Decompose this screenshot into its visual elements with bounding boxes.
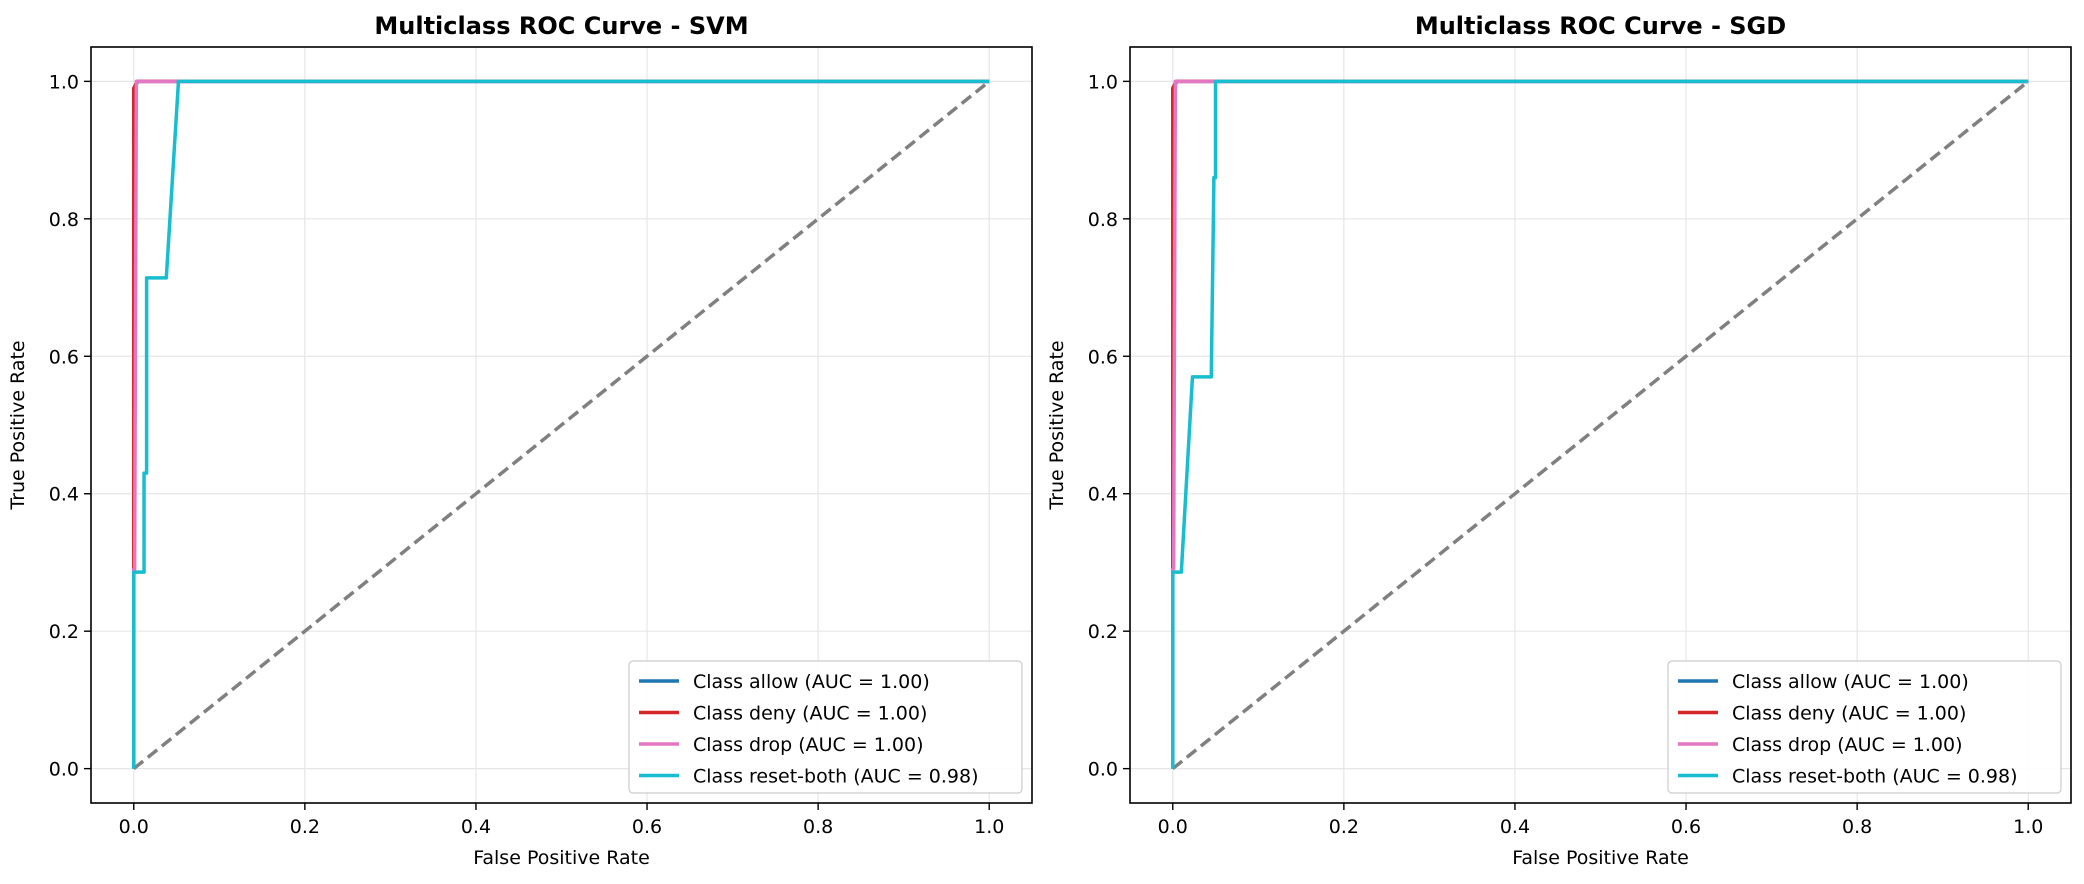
chance-line (132, 79, 991, 771)
y-tick-label: 0.0 (49, 759, 79, 781)
series-group (132, 79, 990, 769)
legend-label: Class allow (AUC = 1.00) (1732, 671, 1969, 693)
legend: Class allow (AUC = 1.00) Class deny (AUC … (1667, 660, 2062, 794)
plot-frame (90, 46, 1033, 804)
y-tick-label: 0.6 (1088, 346, 1118, 368)
roc-series-line-4 (132, 79, 990, 769)
x-tick-label: 0.0 (1158, 816, 1188, 838)
legend-label: Class drop (AUC = 1.00) (1732, 734, 1963, 756)
legend-label: Class deny (AUC = 1.00) (1732, 703, 1966, 725)
series-group (1171, 79, 2029, 769)
y-tick-label: 1.0 (1088, 71, 1118, 93)
x-tick-label: 0.2 (1329, 816, 1359, 838)
y-tick-label: 0.2 (1088, 621, 1118, 643)
chart-title: Multiclass ROC Curve - SVM (374, 12, 748, 40)
x-tick-label: 0.2 (290, 816, 320, 838)
legend-label: Class deny (AUC = 1.00) (693, 703, 927, 725)
y-tick-label: 0.6 (49, 346, 79, 368)
x-tick-label: 0.4 (461, 816, 491, 838)
legend-label: Class allow (AUC = 1.00) (693, 671, 930, 693)
y-tick-label: 1.0 (49, 71, 79, 93)
chart-panel-2: 0.0 0.0 0.2 0.2 0.4 0.4 0.6 0.6 0.8 0.8 1.0 1.0 Mult… (1046, 12, 2072, 869)
y-tick-label: 0.2 (49, 621, 79, 643)
x-tick-label: 0.8 (1842, 816, 1872, 838)
y-axis-label: True Positive Rate (1046, 340, 1068, 510)
chart-panel-1: 0.0 0.0 0.2 0.2 0.4 0.4 0.6 0.6 0.8 0.8 1.0 1.0 Mult… (7, 12, 1033, 869)
x-tick-label: 1.0 (2013, 816, 2043, 838)
chance-line (1171, 79, 2030, 771)
chart-title: Multiclass ROC Curve - SGD (1415, 12, 1786, 40)
x-tick-label: 0.6 (632, 816, 662, 838)
x-tick-label: 1.0 (974, 816, 1004, 838)
y-tick-label: 0.4 (1088, 484, 1118, 506)
plot-frame (1129, 46, 2072, 804)
legend-label: Class drop (AUC = 1.00) (693, 734, 924, 756)
x-axis-label: False Positive Rate (1512, 847, 1689, 869)
legend: Class allow (AUC = 1.00) Class deny (AUC … (628, 660, 1023, 794)
y-tick-label: 0.8 (49, 209, 79, 231)
legend-box (628, 660, 1023, 794)
legend-label: Class reset-both (AUC = 0.98) (1732, 766, 2018, 788)
legend-label: Class reset-both (AUC = 0.98) (693, 766, 979, 788)
y-tick-label: 0.0 (1088, 759, 1118, 781)
y-tick-label: 0.4 (49, 484, 79, 506)
y-axis-label: True Positive Rate (7, 340, 29, 510)
y-tick-label: 0.8 (1088, 209, 1118, 231)
x-axis-label: False Positive Rate (473, 847, 650, 869)
legend-box (1667, 660, 2062, 794)
roc-series-line-4 (1171, 79, 2029, 769)
x-tick-label: 0.0 (119, 816, 149, 838)
x-tick-label: 0.6 (1671, 816, 1701, 838)
x-tick-label: 0.8 (803, 816, 833, 838)
x-tick-label: 0.4 (1500, 816, 1530, 838)
